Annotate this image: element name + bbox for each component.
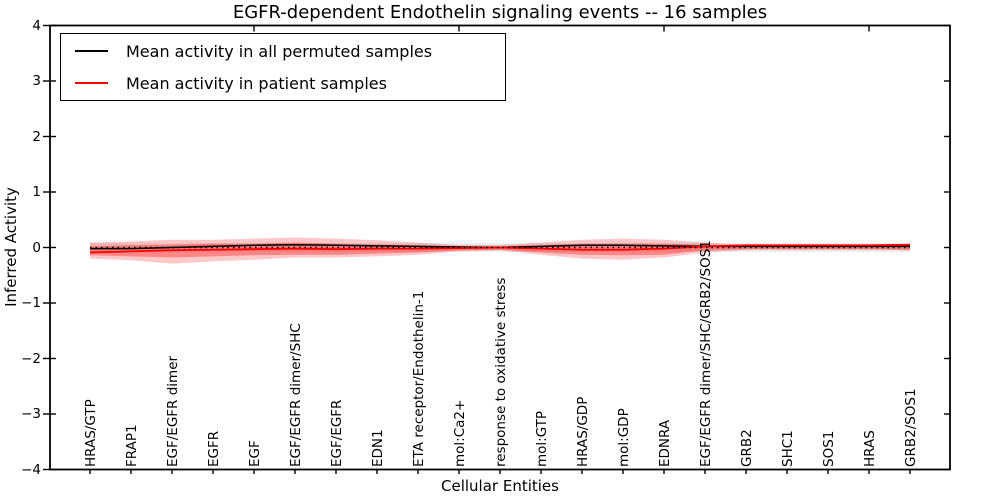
chart-title: EGFR-dependent Endothelin signaling even…	[232, 2, 768, 23]
x-tick-label: response to oxidative stress	[493, 277, 509, 467]
x-tick-label: EDNRA	[657, 419, 673, 467]
x-tick-label: HRAS/GDP	[575, 396, 591, 467]
legend-entry-patient: Mean activity in patient samples	[61, 67, 505, 99]
x-axis-label: Cellular Entities	[441, 477, 559, 495]
legend-entry-permuted: Mean activity in all permuted samples	[61, 35, 505, 67]
y-tick-label: −1	[21, 295, 41, 311]
x-tick-label: EGFR	[206, 430, 222, 467]
y-tick-label: 0	[32, 239, 41, 256]
legend-label-permuted: Mean activity in all permuted samples	[126, 41, 433, 61]
y-tick-label: 1	[32, 184, 41, 200]
x-tick-label: HRAS/GTP	[83, 398, 99, 467]
x-tick-label: EGF/EGFR dimer/SHC/GRB2/SOS1	[698, 239, 714, 467]
patient-mean-line	[89, 243, 911, 254]
y-tick-label: 2	[32, 128, 41, 145]
y-tick-label: 3	[32, 73, 41, 89]
y-tick-label: −3	[21, 406, 41, 422]
x-tick-label: EGF/EGFR dimer	[165, 355, 181, 467]
x-tick-label: mol:GDP	[616, 407, 632, 467]
x-tick-label: FRAP1	[124, 423, 140, 467]
x-tick-label: GRB2/SOS1	[903, 387, 919, 467]
y-tick-label: 4	[32, 17, 41, 34]
x-tick-label: EGF	[247, 439, 263, 467]
x-tick-label: SHC1	[780, 429, 796, 467]
permuted-line-swatch	[75, 50, 108, 52]
y-tick-label: −4	[21, 461, 41, 478]
x-tick-label: HRAS	[862, 429, 878, 467]
x-tick-label: mol:GTP	[534, 410, 550, 467]
x-tick-label: mol:Ca2+	[452, 399, 468, 467]
y-tick-label: −2	[21, 350, 41, 367]
x-tick-label: EDN1	[370, 428, 386, 467]
x-tick-label: EGF/EGFR	[329, 399, 345, 467]
legend-label-patient: Mean activity in patient samples	[126, 73, 387, 93]
patient-line-swatch	[75, 82, 108, 84]
x-tick-label: EGF/EGFR dimer/SHC	[288, 322, 304, 467]
x-tick-label: GRB2	[739, 428, 755, 467]
x-tick-label: ETA receptor/Endothelin-1	[411, 290, 427, 467]
x-tick-label: SOS1	[821, 430, 837, 467]
legend-box: Mean activity in all permuted samples Me…	[60, 33, 506, 101]
